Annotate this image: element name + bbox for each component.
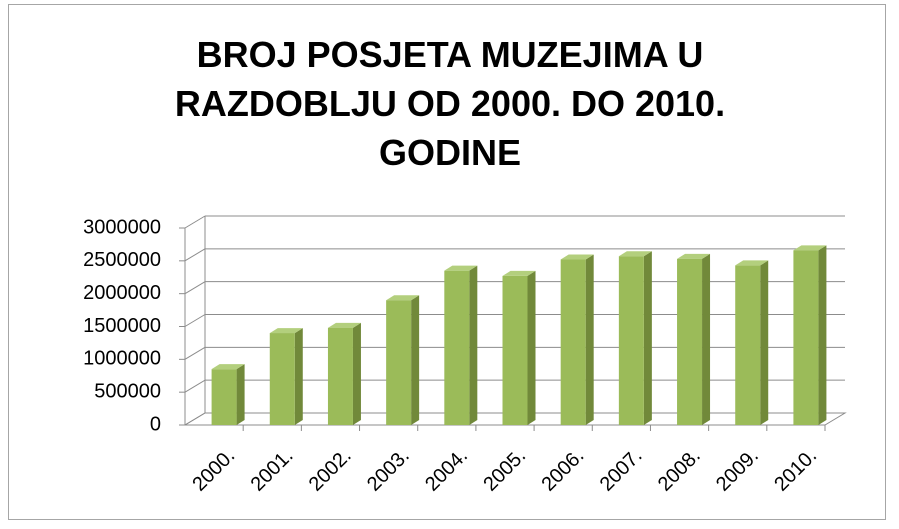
bar: [735, 265, 761, 425]
bar-top: [211, 364, 245, 370]
bar-side: [585, 254, 594, 425]
bar-top: [677, 253, 711, 259]
y-tick-label: 0: [150, 413, 161, 435]
grid-line-side: [184, 215, 206, 229]
grid-line-side: [184, 314, 206, 327]
x-tick-label: 2003.: [363, 445, 414, 496]
bar-top: [735, 260, 769, 266]
bar-side: [411, 295, 420, 425]
bar-top: [386, 295, 420, 301]
bar: [502, 275, 528, 425]
bar-top: [327, 322, 361, 328]
bar-side: [643, 251, 652, 425]
y-tick-label: 2000000: [83, 282, 161, 304]
bar-side: [527, 270, 536, 425]
bar: [327, 327, 353, 425]
x-tick-label: 2000.: [188, 445, 239, 496]
bar-top: [269, 328, 303, 334]
y-tick-label: 1500000: [83, 315, 161, 337]
grid-line-side: [184, 346, 206, 360]
bar: [560, 259, 586, 425]
y-tick-label: 500000: [94, 380, 161, 402]
bar-side: [236, 364, 245, 425]
y-tick-label: 3000000: [83, 216, 161, 238]
x-tick-label: 2006.: [537, 445, 588, 496]
grid-line-side: [184, 248, 206, 262]
x-tick-label: 2008.: [654, 445, 705, 496]
bar-side: [469, 265, 478, 425]
x-tick-label: 2002.: [305, 445, 356, 496]
bar-top: [560, 254, 594, 260]
y-tick-label: 2500000: [83, 249, 161, 271]
bar-side: [760, 260, 769, 425]
bar-side: [352, 322, 361, 425]
x-tick-label: 2009.: [712, 445, 763, 496]
bar: [211, 369, 237, 425]
grid-line-side: [184, 412, 206, 426]
bar: [386, 300, 412, 425]
x-tick-label: 2004.: [421, 445, 472, 496]
bar-top: [793, 245, 827, 251]
grid-line-side: [184, 379, 206, 393]
bar: [793, 250, 819, 425]
x-tick-label: 2010.: [770, 445, 821, 496]
chart-frame: [8, 4, 886, 520]
x-tick-label: 2001.: [247, 445, 298, 496]
x-tick-label: 2005.: [479, 445, 530, 496]
bar-top: [502, 270, 536, 276]
bar: [677, 258, 703, 425]
bar: [444, 270, 470, 425]
bar-side: [818, 245, 827, 425]
y-tick-label: 1000000: [83, 348, 161, 370]
bar-side: [294, 328, 303, 425]
chart-title: BROJ POSJETA MUZEJIMA U RAZDOBLJU OD 200…: [174, 34, 726, 173]
bar: [269, 333, 295, 425]
bar: [618, 256, 644, 425]
bar-top: [444, 265, 478, 271]
bar-side: [702, 253, 711, 425]
grid-line-side: [184, 281, 206, 295]
bar-top: [618, 251, 652, 257]
x-tick-label: 2007.: [596, 445, 647, 496]
